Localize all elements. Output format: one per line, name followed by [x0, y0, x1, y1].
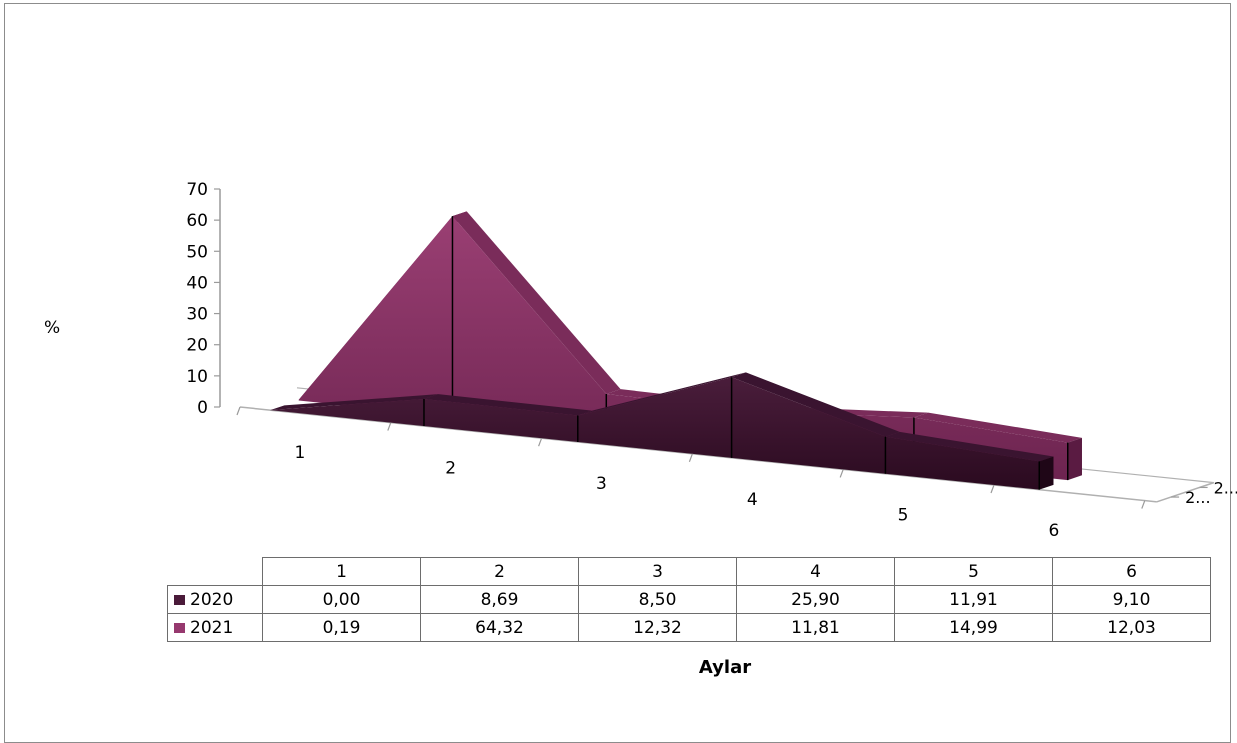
y-tick-label: 20 [186, 336, 208, 356]
series-2021-top-face [913, 412, 1082, 443]
data-cell: 8,69 [420, 585, 579, 614]
series-2020-area [270, 372, 1054, 490]
data-cell: 8,50 [578, 585, 737, 614]
data-cell: 0,00 [262, 585, 421, 614]
data-table-header-row: 1 2 3 4 5 6 [167, 557, 1211, 586]
y-axis-title: % [44, 318, 61, 338]
data-table-header: 2 [420, 557, 579, 586]
data-cell: 64,32 [420, 613, 579, 642]
x-tick-label: 3 [596, 474, 607, 494]
data-cell: 0,19 [262, 613, 421, 642]
x-tick-mark [1141, 500, 1146, 509]
legend-entry-2020: 2020 [167, 585, 263, 614]
data-table-row-2020: 2020 0,00 8,69 8,50 25,90 11,91 9,10 [167, 585, 1211, 614]
x-tick-mark [839, 469, 844, 478]
series-2020-top-face [270, 394, 439, 411]
x-tick-label: 1 [294, 443, 305, 463]
x-axis-title: Aylar [698, 657, 752, 678]
data-cell: 25,90 [736, 585, 895, 614]
legend-entry-2021: 2021 [167, 613, 263, 642]
legend-swatch-2021 [174, 622, 185, 633]
x-tick-label: 5 [898, 505, 909, 525]
data-cell: 11,81 [736, 613, 895, 642]
y-tick-label: 40 [186, 273, 208, 293]
series-2020-front-face [270, 377, 1040, 490]
x-tick-label: 2 [445, 459, 456, 479]
data-table-row-2021: 2021 0,19 64,32 12,32 11,81 14,99 12,03 [167, 613, 1211, 642]
x-tick-mark [538, 437, 543, 447]
data-table-header: 5 [894, 557, 1053, 586]
data-cell: 14,99 [894, 613, 1053, 642]
x-tick-mark [688, 453, 693, 463]
y-tick-label: 70 [186, 180, 208, 200]
x-tick-mark [387, 422, 392, 431]
data-table-header: 1 [262, 557, 421, 586]
depth-axis-line [1156, 481, 1215, 503]
y-tick-label: 60 [186, 211, 208, 231]
data-table-header: 6 [1052, 557, 1211, 586]
legend-swatch-2020 [174, 594, 185, 605]
x-tick-label: 6 [1048, 521, 1059, 541]
depth-tick-label: 2... [1214, 478, 1237, 497]
data-table-header: 4 [736, 557, 895, 586]
data-cell: 9,10 [1052, 585, 1211, 614]
legend-label-2021: 2021 [190, 617, 234, 638]
data-cell: 12,32 [578, 613, 737, 642]
y-tick-label: 50 [186, 242, 208, 262]
x-tick-label: 4 [747, 490, 758, 510]
series-2021-top-face [452, 211, 621, 394]
data-table: 1 2 3 4 5 6 2020 0,00 8,69 8,50 25,90 11… [167, 557, 1211, 642]
data-cell: 11,91 [894, 585, 1053, 614]
series-2020-end-cap [1039, 456, 1054, 490]
legend-label-2020: 2020 [190, 589, 234, 610]
depth-tick-label: 2... [1185, 488, 1210, 507]
series-2020-top-face [731, 372, 900, 437]
data-table-header: 3 [578, 557, 737, 586]
x-tick-mark [236, 406, 241, 416]
series-2020-top-face [423, 394, 593, 416]
data-cell: 12,03 [1052, 613, 1211, 642]
y-tick-label: 30 [186, 305, 208, 325]
y-tick-label: 0 [197, 398, 208, 418]
y-tick-label: 10 [186, 367, 208, 387]
series-2020-top-face [577, 372, 746, 416]
chart-axes: 0 10 20 30 40 50 60 70 1 2 3 4 5 6 2...2... [186, 180, 1237, 541]
series-2020-top-face [885, 431, 1054, 462]
data-table-corner [167, 557, 263, 586]
series-2021-end-cap [1067, 437, 1082, 481]
x-tick-mark [990, 484, 995, 494]
